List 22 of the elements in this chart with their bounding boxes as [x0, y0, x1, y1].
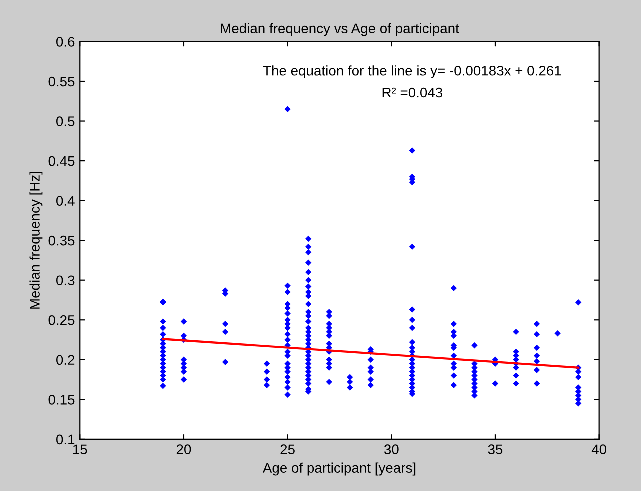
y-tick-label: 0.4	[56, 196, 75, 206]
y-tick-label: 0.3	[56, 276, 75, 286]
x-tick-label: 40	[592, 444, 607, 455]
annotation: The equation for the line is y= -0.00183x + 0.261	[263, 66, 562, 79]
y-tick-label: 0.1	[56, 434, 75, 445]
y-tick-label: 0.45	[48, 156, 75, 166]
x-tick-label: 15	[73, 444, 88, 455]
x-tick-label: 30	[384, 444, 399, 455]
y-tick-label: 0.35	[48, 236, 75, 246]
x-tick-label: 35	[488, 444, 503, 455]
x-tick-label: 20	[176, 444, 192, 455]
y-axis-title: Median frequency [Hz]	[30, 172, 43, 309]
y-tick-label: 0.55	[48, 76, 75, 87]
y-tick-label: 0.15	[48, 395, 75, 405]
y-tick-label: 0.6	[56, 37, 75, 47]
x-tick-label: 25	[280, 444, 295, 455]
y-tick-label: 0.25	[48, 315, 75, 326]
chart-title: Median frequency vs Age of participant	[221, 23, 460, 36]
x-axis-title: Age of participant [years]	[262, 462, 416, 476]
annotation: R² =0.043	[382, 88, 442, 98]
y-tick-label: 0.5	[56, 116, 75, 126]
y-tick-label: 0.2	[56, 355, 75, 366]
